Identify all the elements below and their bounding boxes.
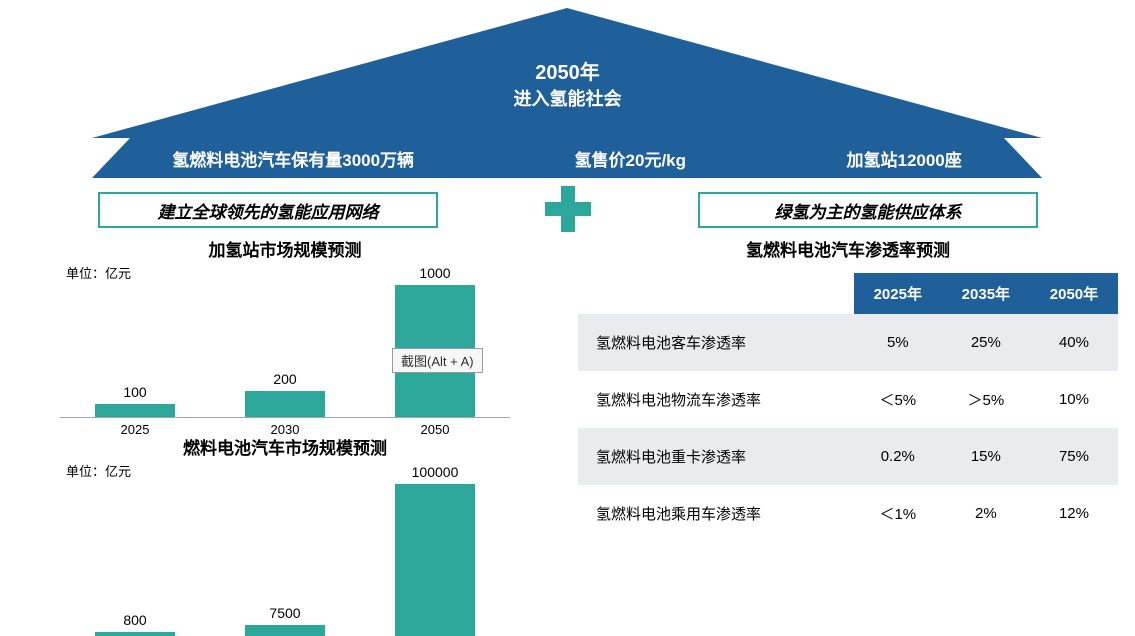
screenshot-tooltip: 截图(Alt + A) [392, 348, 483, 373]
table-title: 氢燃料电池汽车渗透率预测 [578, 236, 1118, 261]
table-cell: 15% [942, 428, 1030, 485]
bar-group: 100 [75, 384, 195, 417]
bar-value-label: 200 [273, 371, 296, 387]
bar-value-label: 100000 [412, 464, 459, 480]
table-cell: 2% [942, 485, 1030, 542]
table-row: 氢燃料电池物流车渗透率＜5%＞5%10% [578, 371, 1118, 428]
bar-group: 200 [225, 371, 345, 417]
bar-group: 7500 [225, 605, 345, 636]
plus-icon [545, 186, 591, 232]
summary-item: 氢燃料电池汽车保有量3000万辆 [172, 146, 414, 171]
table-row: 氢燃料电池乘用车渗透率＜1%2%12% [578, 485, 1118, 542]
table-cell: 5% [854, 314, 942, 371]
pillar-box-right: 绿氢为主的氢能供应体系 [698, 192, 1038, 228]
table-cell: 75% [1030, 428, 1118, 485]
bar-group: 800 [75, 612, 195, 636]
penetration-table: 2025年2035年2050年氢燃料电池客车渗透率5%25%40%氢燃料电池物流… [578, 273, 1118, 542]
chart2-title: 燃料电池汽车市场规模预测 [60, 434, 510, 459]
table-cell: 0.2% [854, 428, 942, 485]
table-cell: 40% [1030, 314, 1118, 371]
bar-value-label: 800 [123, 612, 146, 628]
bar [95, 404, 175, 417]
table-cell: ＜5% [854, 371, 942, 428]
summary-item: 加氢站12000座 [846, 146, 961, 171]
bar-group: 1000 [375, 265, 495, 417]
bar [395, 484, 475, 636]
table-header-cell [578, 273, 854, 314]
penetration-table-wrap: 氢燃料电池汽车渗透率预测 2025年2035年2050年氢燃料电池客车渗透率5%… [578, 236, 1118, 542]
chart-vehicle-market: 燃料电池汽车市场规模预测 单位：亿元 8007500100000 [60, 434, 510, 636]
pillar-left-text: 建立全球领先的氢能应用网络 [158, 198, 379, 223]
pillar-right-text: 绿氢为主的氢能供应体系 [775, 198, 962, 223]
table-row-label: 氢燃料电池乘用车渗透率 [578, 485, 854, 542]
chart1-title: 加氢站市场规模预测 [60, 236, 510, 261]
tooltip-text: 截图(Alt + A) [401, 354, 474, 369]
table-cell: ＞5% [942, 371, 1030, 428]
table-cell: ＜1% [854, 485, 942, 542]
bar [245, 391, 325, 417]
table-header-cell: 2025年 [854, 273, 942, 314]
roof-triangle [92, 8, 1042, 138]
table-cell: 25% [942, 314, 1030, 371]
chart2-bars: 8007500100000 [60, 484, 510, 636]
bar [245, 625, 325, 636]
table-row-label: 氢燃料电池客车渗透率 [578, 314, 854, 371]
table-cell: 12% [1030, 485, 1118, 542]
bar-value-label: 100 [123, 384, 146, 400]
table-row: 氢燃料电池客车渗透率5%25%40% [578, 314, 1118, 371]
table-header-cell: 2035年 [942, 273, 1030, 314]
table-row-label: 氢燃料电池重卡渗透率 [578, 428, 854, 485]
bar-value-label: 7500 [269, 605, 300, 621]
pillar-box-left: 建立全球领先的氢能应用网络 [98, 192, 438, 228]
table-cell: 10% [1030, 371, 1118, 428]
table-header-cell: 2050年 [1030, 273, 1118, 314]
table-row: 氢燃料电池重卡渗透率0.2%15%75% [578, 428, 1118, 485]
table-row-label: 氢燃料电池物流车渗透率 [578, 371, 854, 428]
summary-item: 氢售价20元/kg [575, 146, 686, 171]
chart-station-market: 加氢站市场规模预测 单位：亿元 1002001000 202520302050 [60, 236, 510, 437]
bar-group: 100000 [375, 464, 495, 636]
summary-band: 氢燃料电池汽车保有量3000万辆 氢售价20元/kg 加氢站12000座 [92, 138, 1042, 178]
bar-value-label: 1000 [419, 265, 450, 281]
